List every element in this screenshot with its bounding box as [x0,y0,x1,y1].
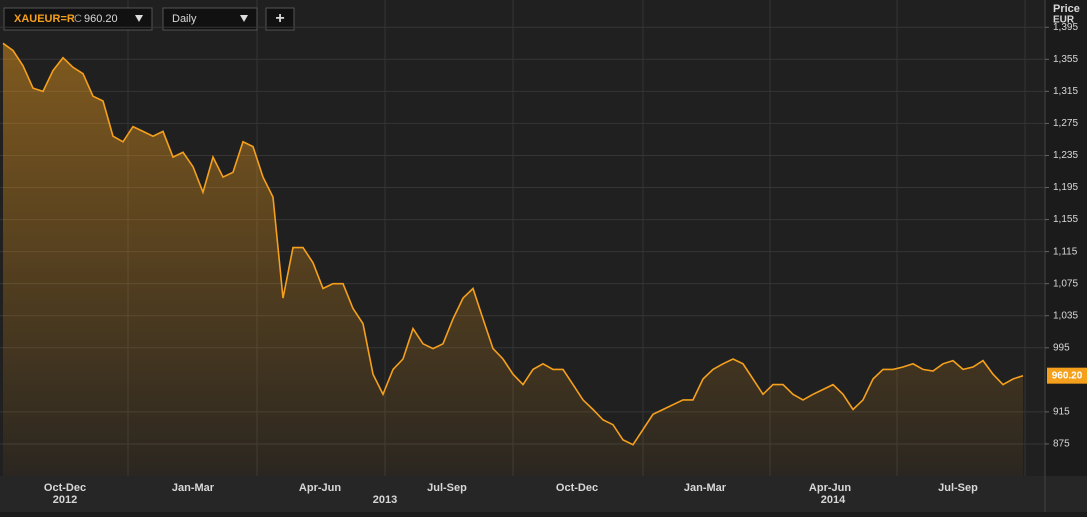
interval: Daily [172,13,197,25]
x-tick-label: Apr-Jun [809,482,851,494]
x-tick-label: Jul-Sep [427,482,467,494]
x-axis-band [0,476,1087,512]
y-tick-label: 1,155 [1053,214,1078,225]
area [3,43,1023,477]
y-axis-title: Price [1053,3,1080,15]
y-tick-label: 1,275 [1053,118,1078,129]
x-tick-label: Oct-Dec [556,482,598,494]
x-tick-label: Jan-Mar [172,482,215,494]
price-line [2,42,1024,446]
year-label: 2013 [373,494,397,506]
last-value-label: 960.20 [1052,370,1083,381]
add-button[interactable] [265,7,295,31]
last-value-tag [1047,367,1087,384]
x-tick-label: Jul-Sep [938,482,978,494]
x-tick-label: Jan-Mar [684,482,727,494]
year-label: 2014 [821,494,846,506]
y-tick-label: 1,115 [1053,246,1078,257]
x-tick-label: Apr-Jun [299,482,341,494]
y-tick-label: 915 [1053,407,1070,418]
y-axis-unit: EUR [1053,15,1075,26]
y-tick-label: 1,195 [1053,182,1078,193]
y-tick-label: 1,395 [1053,22,1078,33]
toolbar: XAUEUR=R C 960.20 Daily + [3,7,295,31]
dropdown-arrow [135,15,143,22]
y-tick-label: 1,075 [1053,278,1078,289]
y-tick-label: 1,315 [1053,86,1078,97]
dropdown-arrow [240,15,248,22]
y-tick-label: 1,235 [1053,150,1078,161]
symbol-box[interactable] [3,7,153,31]
year-label: 2012 [53,494,77,506]
x-tick-label: Oct-Dec [44,482,86,494]
symbol: XAUEUR=R [14,13,75,25]
interval-box[interactable] [162,7,258,31]
y-tick-label: 875 [1053,439,1070,450]
y-tick-label: 995 [1053,342,1070,353]
y-tick-label: 1,355 [1053,54,1078,65]
close-value: 960.20 [84,13,118,25]
close-prefix: C [74,13,82,25]
y-tick-label: 1,035 [1053,310,1078,321]
add-icon: + [275,10,284,27]
